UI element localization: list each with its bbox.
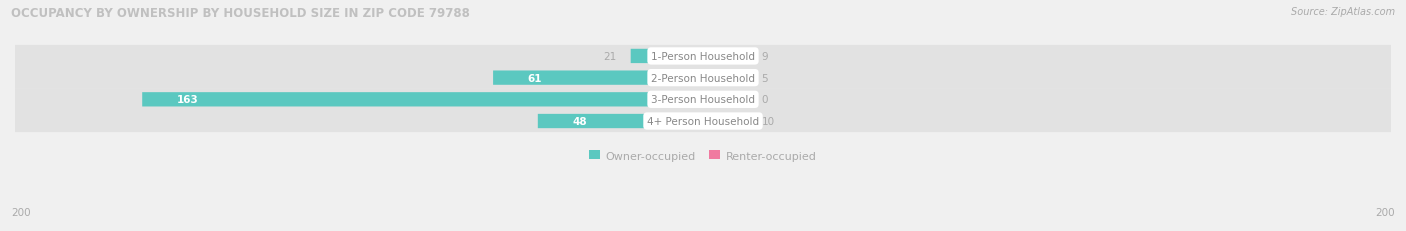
FancyBboxPatch shape bbox=[11, 46, 1395, 68]
Text: 0: 0 bbox=[762, 95, 768, 105]
Legend: Owner-occupied, Renter-occupied: Owner-occupied, Renter-occupied bbox=[585, 146, 821, 165]
FancyBboxPatch shape bbox=[11, 110, 1395, 133]
FancyBboxPatch shape bbox=[703, 114, 738, 129]
FancyBboxPatch shape bbox=[703, 93, 744, 107]
Text: 48: 48 bbox=[572, 116, 586, 126]
Text: 1-Person Household: 1-Person Household bbox=[651, 52, 755, 62]
Text: 3-Person Household: 3-Person Household bbox=[651, 95, 755, 105]
Text: 10: 10 bbox=[762, 116, 775, 126]
FancyBboxPatch shape bbox=[11, 89, 1395, 111]
Text: OCCUPANCY BY OWNERSHIP BY HOUSEHOLD SIZE IN ZIP CODE 79788: OCCUPANCY BY OWNERSHIP BY HOUSEHOLD SIZE… bbox=[11, 7, 470, 20]
FancyBboxPatch shape bbox=[538, 114, 703, 129]
FancyBboxPatch shape bbox=[703, 50, 734, 64]
Text: 61: 61 bbox=[527, 73, 543, 83]
Text: 21: 21 bbox=[603, 52, 617, 62]
FancyBboxPatch shape bbox=[703, 71, 720, 85]
Text: 200: 200 bbox=[11, 207, 31, 217]
FancyBboxPatch shape bbox=[11, 67, 1395, 89]
Text: 163: 163 bbox=[177, 95, 198, 105]
FancyBboxPatch shape bbox=[631, 50, 703, 64]
Text: Source: ZipAtlas.com: Source: ZipAtlas.com bbox=[1291, 7, 1395, 17]
FancyBboxPatch shape bbox=[494, 71, 703, 85]
FancyBboxPatch shape bbox=[142, 93, 703, 107]
Text: 200: 200 bbox=[1375, 207, 1395, 217]
Text: 2-Person Household: 2-Person Household bbox=[651, 73, 755, 83]
Text: 4+ Person Household: 4+ Person Household bbox=[647, 116, 759, 126]
Text: 9: 9 bbox=[762, 52, 768, 62]
Text: 5: 5 bbox=[762, 73, 768, 83]
